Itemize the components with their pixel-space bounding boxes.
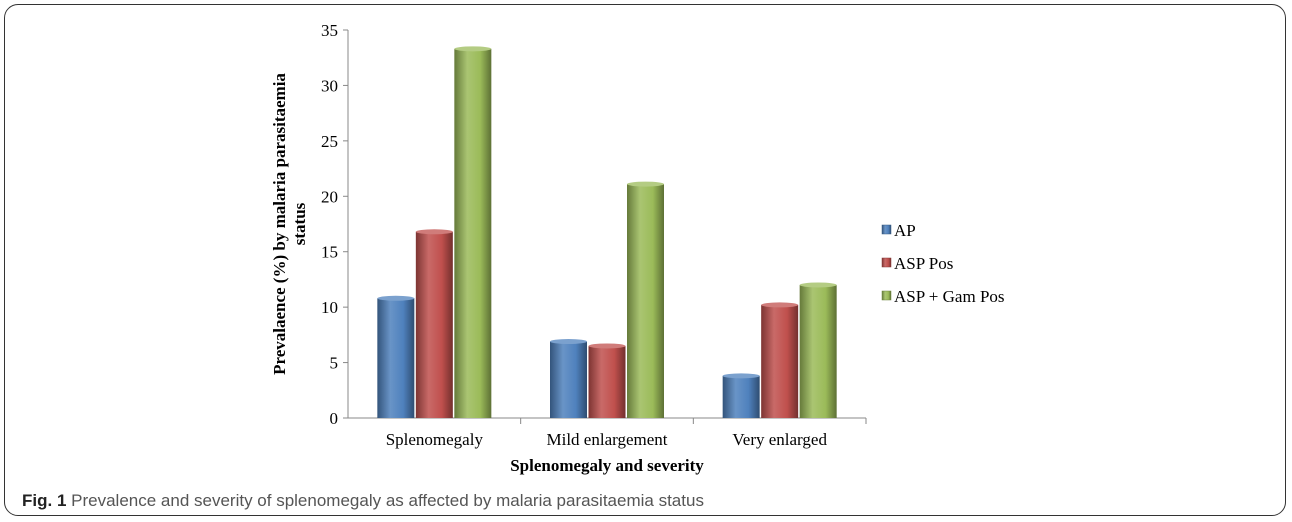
- legend-label: AP: [894, 221, 916, 240]
- bar-body: [377, 298, 415, 418]
- legend-swatch: [881, 224, 892, 235]
- x-axis-title: Splenomegaly and severity: [510, 456, 704, 475]
- category-label: Very enlarged: [732, 430, 827, 449]
- y-axis-title-line1: Prevalaence (%) by malaria parasitaemia: [270, 73, 289, 375]
- legend-item: AP: [881, 221, 916, 240]
- legend-item: ASP Pos: [881, 254, 953, 273]
- legend-swatch: [881, 290, 892, 301]
- bar-top: [627, 181, 664, 187]
- bar-top: [415, 229, 453, 235]
- legend-swatch: [881, 257, 892, 268]
- bar: [722, 373, 760, 418]
- y-tick-label: 5: [330, 354, 339, 373]
- chart-labels: 0 5 10 15 20 25 30 35 Splenomegaly Mild enlargeme…: [270, 21, 827, 475]
- caption-text: Prevalence and severity of splenomegaly …: [71, 491, 704, 510]
- y-tick-label: 0: [330, 409, 339, 428]
- bar-body: [415, 231, 453, 418]
- y-tick-label: 25: [321, 132, 338, 151]
- figure-caption: Fig. 1 Prevalence and severity of spleno…: [22, 491, 704, 511]
- bar: [550, 339, 587, 418]
- bar-body: [588, 345, 626, 418]
- bar-body: [454, 48, 492, 419]
- bar-body: [722, 375, 760, 418]
- bar-top: [454, 46, 492, 52]
- category-label: Mild enlargement: [546, 430, 667, 449]
- bar: [415, 229, 453, 418]
- bar: [799, 282, 837, 418]
- bar-top: [377, 295, 415, 301]
- bar-top: [799, 282, 837, 288]
- legend-label: ASP + Gam Pos: [894, 287, 1005, 306]
- y-axis-title-line2: status: [290, 202, 309, 245]
- y-tick-label: 15: [321, 243, 338, 262]
- bar: [377, 295, 415, 418]
- bar: [761, 302, 799, 418]
- chart-bars: [377, 46, 837, 419]
- bar-top: [761, 302, 799, 308]
- bar: [588, 343, 626, 418]
- bar-body: [761, 304, 799, 418]
- y-tick-label: 10: [321, 298, 338, 317]
- bar: [454, 46, 492, 419]
- bar-body: [627, 184, 664, 418]
- chart-legend: AP ASP Pos ASP + Gam Pos: [881, 221, 1005, 306]
- legend-item: ASP + Gam Pos: [881, 287, 1005, 306]
- y-tick-label: 35: [321, 21, 338, 40]
- bar-top: [722, 373, 760, 379]
- y-tick-label: 20: [321, 187, 338, 206]
- bar: [627, 181, 664, 418]
- category-label: Splenomegaly: [386, 430, 484, 449]
- bar-top: [550, 339, 587, 345]
- caption-label: Fig. 1: [22, 491, 67, 510]
- bar-top: [588, 343, 626, 349]
- bar-body: [799, 284, 837, 418]
- legend-label: ASP Pos: [894, 254, 953, 273]
- y-tick-label: 30: [321, 76, 338, 95]
- bar-body: [550, 341, 587, 418]
